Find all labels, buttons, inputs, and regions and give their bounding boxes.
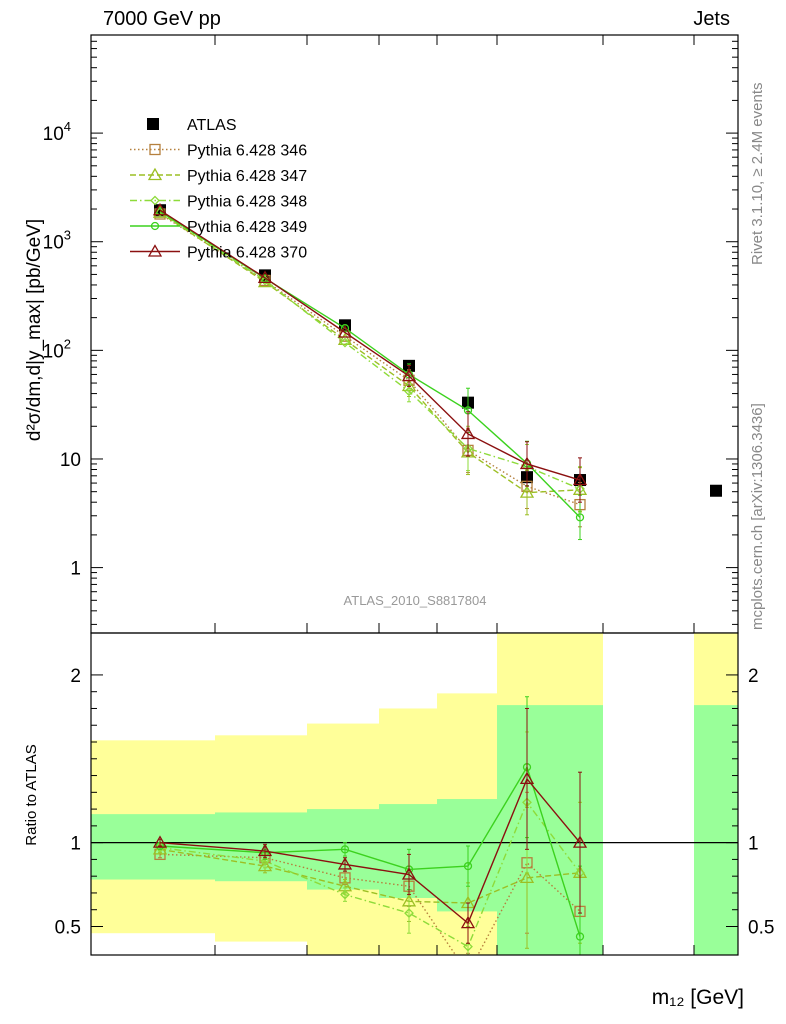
point-p347 (519, 485, 535, 498)
ratio-point-p370 (401, 867, 417, 880)
ratio-ylabel: Ratio to ATLAS (23, 744, 40, 845)
point-p348 (404, 386, 414, 397)
uncertainty-band-inner (91, 814, 215, 880)
legend-marker (149, 143, 161, 156)
legend-label: Pythia 6.428 349 (187, 219, 307, 236)
legend-label: ATLAS (187, 117, 237, 134)
ratio-point-p349 (340, 845, 350, 854)
xlabel: m₁₂ [GeV] (652, 986, 744, 1010)
source-label: mcplots.cern.ch [arXiv:1306.3436] (749, 403, 766, 630)
ratio-point-p349 (463, 861, 473, 871)
legend-label: Pythia 6.428 370 (187, 245, 307, 262)
point-p370 (257, 270, 273, 283)
ratio-point-p346 (463, 968, 473, 978)
point-p370 (401, 368, 417, 382)
ratio-ytick-label-left: 2 (70, 666, 81, 687)
point-atlas (710, 484, 722, 497)
ytick-exponent: 3 (64, 228, 71, 243)
ytick-label: 1 (70, 559, 81, 580)
main-plot-area (152, 202, 722, 541)
legend-marker (150, 221, 160, 231)
watermark: ATLAS_2010_S8817804 (344, 593, 487, 608)
ratio-point-p348 (463, 941, 473, 952)
ytick-label: 104 (43, 119, 71, 145)
xlabel-text: m₁₂ [GeV] (651, 986, 744, 1009)
main-ylabel: d²σ/dm,d|y_max| [pb/GeV] (24, 219, 45, 441)
main-panel: 1 10 102 103 104 (43, 34, 739, 634)
ratio-point-p370 (519, 771, 535, 785)
ytick-label: 10 (60, 450, 81, 471)
uncertainty-band-inner (694, 705, 738, 955)
ratio-plot-area (91, 633, 738, 978)
ratio-point-p370 (572, 835, 588, 848)
ratio-ytick-label-right: 2 (748, 666, 759, 687)
uncertainty-band-inner (215, 812, 307, 882)
legend: ATLAS Pythia 6.428 346 Pythia 6.428 347 Pyt… (130, 117, 307, 262)
ratio-point-p348 (340, 889, 350, 900)
ratio-point-p370 (337, 857, 353, 870)
legend-entry-p346: Pythia 6.428 346 (130, 143, 307, 160)
point-p348 (155, 207, 165, 217)
legend-entry-p348: Pythia 6.428 348 (130, 194, 307, 211)
point-p370 (460, 426, 476, 440)
header-right-label: Jets (693, 8, 730, 30)
legend-marker (147, 167, 163, 181)
point-p348 (340, 337, 350, 348)
ratio-point-p349 (575, 932, 585, 941)
legend-entry-p349: Pythia 6.428 349 (130, 219, 307, 236)
ratio-point-p370 (257, 843, 273, 857)
ratio-ytick-label-right: 0.5 (748, 917, 774, 938)
ratio-ytick-label-left: 0.5 (55, 917, 81, 938)
legend-label: Pythia 6.428 348 (187, 194, 307, 211)
ratio-ytick-label-right: 1 (748, 834, 759, 855)
legend-entry-p370: Pythia 6.428 370 (130, 244, 307, 262)
ratio-point-p347 (519, 870, 535, 884)
ratio-point-p370 (460, 915, 476, 929)
legend-marker (147, 244, 163, 257)
legend-label: Pythia 6.428 347 (187, 168, 307, 185)
ratio-point-p348 (260, 856, 270, 867)
legend-label: Pythia 6.428 346 (187, 143, 307, 160)
legend-entry-atlas: ATLAS (147, 117, 237, 134)
point-p370 (337, 325, 353, 338)
legend-marker (147, 118, 159, 130)
ratio-point-p347 (257, 858, 273, 872)
legend-marker (150, 195, 160, 206)
ytick-label: 102 (43, 336, 71, 362)
ytick-exponent: 4 (64, 119, 71, 134)
point-p370 (152, 202, 168, 216)
point-p347 (337, 332, 353, 345)
point-p370 (519, 456, 535, 470)
rivet-label: Rivet 3.1.10, ≥ 2.4M events (749, 83, 766, 266)
ratio-point-p370 (152, 835, 168, 848)
ratio-ytick-label-left: 1 (70, 834, 81, 855)
header-left-label: 7000 GeV pp (103, 8, 221, 30)
ytick-exponent: 2 (64, 336, 71, 351)
uncertainty-band-inner (437, 799, 497, 912)
ratio-frame (90, 632, 739, 956)
ytick-label: 103 (43, 228, 71, 254)
point-p349 (575, 513, 585, 522)
legend-entry-p347: Pythia 6.428 347 (130, 167, 307, 185)
point-p370 (572, 472, 588, 486)
uncertainty-band-inner (379, 804, 437, 898)
uncertainty-band-inner (497, 705, 603, 955)
ratio-point-p348 (404, 908, 414, 918)
ratio-panel: 0.5 0.5 1 1 2 2 (55, 632, 774, 978)
